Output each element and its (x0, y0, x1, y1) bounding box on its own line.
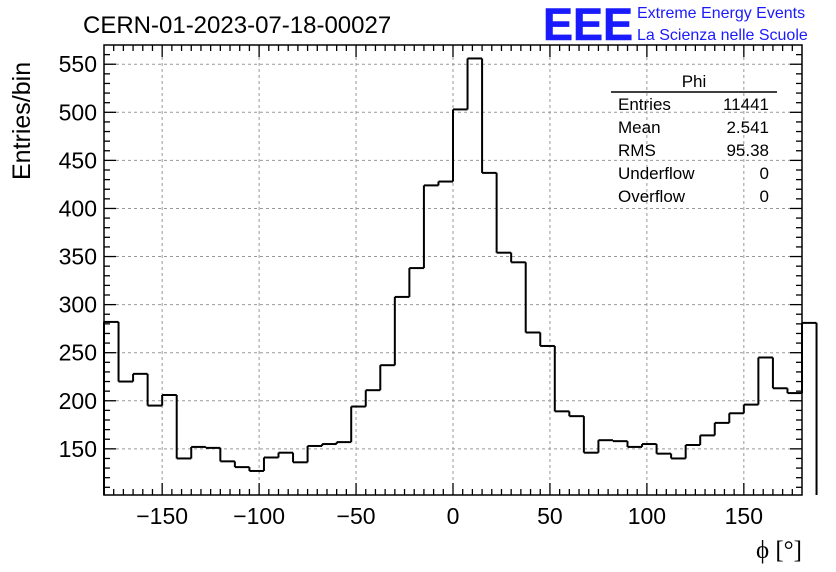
y-tick-label: 350 (59, 244, 97, 270)
x-tick-label: 100 (628, 503, 666, 529)
axis-ticks (104, 45, 802, 495)
stats-row-label: Underflow (618, 164, 695, 183)
grid (104, 45, 802, 495)
y-tick-label: 200 (59, 388, 97, 414)
y-tick-label: 450 (59, 147, 97, 173)
logo-line-1: Extreme Energy Events (637, 5, 805, 22)
y-tick-label: 150 (59, 436, 97, 462)
logo-line-2: La Scienza nelle Scuole (637, 27, 808, 44)
x-tick-labels: −150 −100 −50 0 50 100 150 (136, 503, 763, 529)
stats-row-value: 95.38 (726, 141, 769, 160)
stats-row-label: Overflow (618, 187, 686, 206)
stats-row-label: Mean (618, 118, 661, 137)
stats-row-label: RMS (618, 141, 656, 160)
x-tick-label: −150 (136, 503, 188, 529)
x-tick-label: −50 (337, 503, 376, 529)
stats-box: Phi Entries 11441 Mean 2.541 RMS 95.38 Underfl… (611, 72, 777, 206)
y-axis-label: Entries/bin (8, 62, 36, 180)
x-tick-label: −100 (233, 503, 285, 529)
x-tick-label: 0 (447, 503, 460, 529)
stats-row-value: 0 (760, 187, 769, 206)
eee-logo: EEE (543, 0, 633, 50)
stats-title: Phi (682, 72, 707, 91)
stats-row-label: Entries (618, 95, 671, 114)
y-tick-label: 550 (59, 51, 97, 77)
y-tick-label: 500 (59, 99, 97, 125)
x-axis-label: ϕ [°] (756, 537, 802, 564)
stats-row-value: 0 (760, 164, 769, 183)
y-tick-label: 250 (59, 340, 97, 366)
run-title: CERN-01-2023-07-18-00027 (83, 12, 391, 39)
stats-row-value: 11441 (723, 95, 769, 114)
x-tick-label: 150 (725, 503, 763, 529)
y-tick-label: 400 (59, 195, 97, 221)
stats-row-value: 2.541 (726, 118, 769, 137)
y-tick-label: 300 (59, 292, 97, 318)
histogram (103, 57, 818, 495)
y-tick-labels: 150 200 250 300 350 400 450 500 550 (59, 51, 97, 462)
x-tick-label: 50 (537, 503, 563, 529)
